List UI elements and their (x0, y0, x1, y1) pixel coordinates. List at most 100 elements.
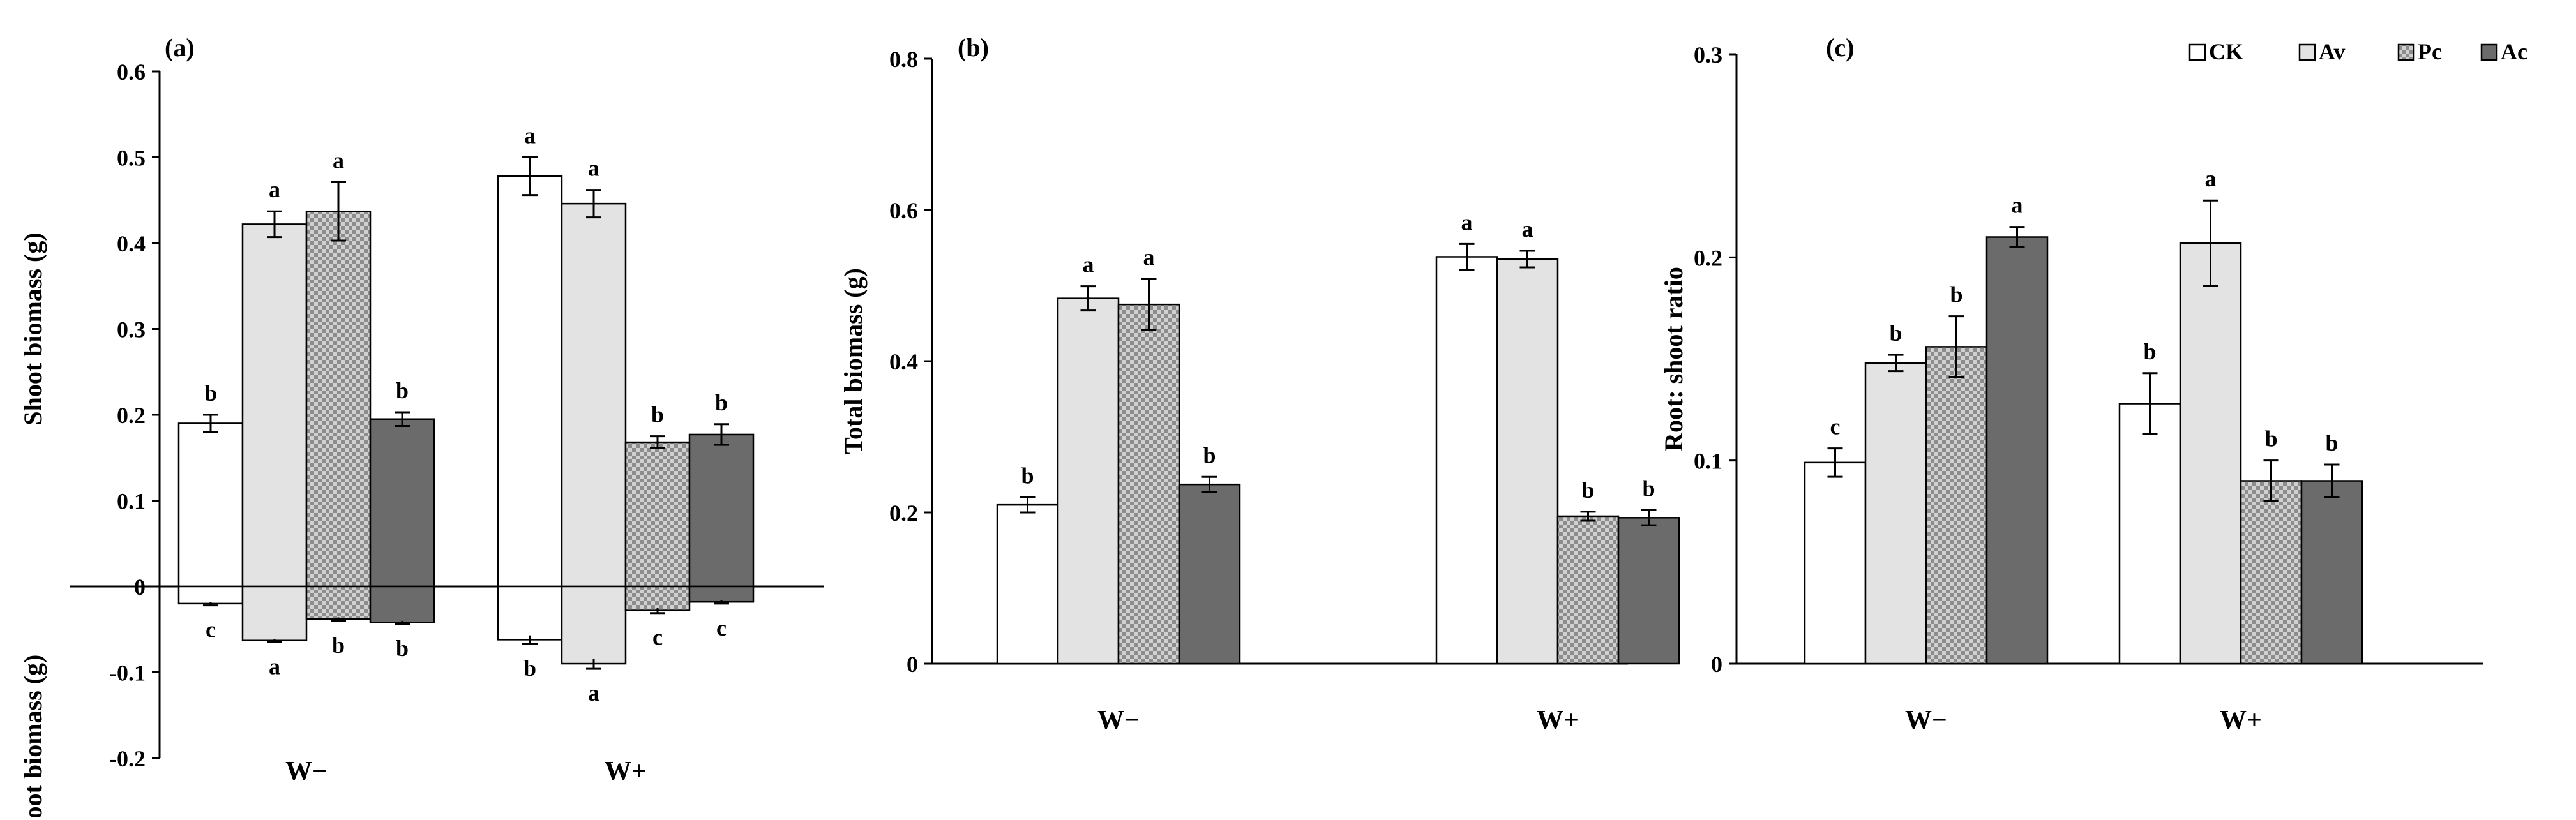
legend-label-Av: Av (2319, 39, 2345, 64)
y-tick-label: 0.2 (889, 500, 918, 526)
root-bar-Av-1 (561, 585, 627, 665)
significance-letter: b (396, 378, 409, 403)
bar-CK-1 (497, 175, 563, 588)
y-tick-label: 0.3 (1694, 42, 1722, 68)
bar-CK-1 (1435, 256, 1498, 665)
significance-letter: b (332, 632, 345, 658)
bar-CK-0 (1804, 461, 1867, 665)
chart-panel-3: 0.3 0.2 0.1 0 Root: shoot ratio (c) c b b a b b a b W−… (1659, 33, 2483, 735)
root-bar-Ac-0 (369, 585, 435, 623)
significance-letter: b (715, 390, 728, 415)
significance-letter: c (1830, 414, 1841, 440)
legend-swatch-CK (2188, 43, 2206, 61)
root-bar-CK-0 (177, 585, 244, 605)
bar-Ac-0 (369, 418, 435, 588)
root-bar-Pc-1 (624, 585, 691, 611)
y-tick-label: 0.6 (117, 59, 146, 85)
significance-letter: b (1642, 475, 1655, 501)
significance-letter: a (1522, 216, 1533, 242)
significance-letter: b (1950, 282, 1962, 308)
category-label: W− (1905, 706, 1947, 735)
legend-swatch-Ac (2480, 43, 2498, 61)
y-tick-label: 0.1 (117, 489, 146, 514)
root-bar-Ac-1 (688, 585, 755, 603)
bar-Av-1 (561, 202, 627, 588)
y-tick-label: 0.8 (889, 47, 918, 72)
y-axis-label: Total biomass (g) (839, 268, 868, 454)
significance-letter: b (2325, 430, 2338, 456)
bar-Av-0 (1864, 362, 1927, 665)
significance-letter: a (1461, 209, 1473, 235)
y-tick-label: 0.2 (117, 403, 146, 428)
chart-panel-1: 0.6 0.5 0.4 0.3 0.2 0.1 0 -0.1 -0.2 Shoot biomass… (19, 33, 824, 820)
y-tick-label: 0 (1711, 652, 1722, 677)
bar-Pc-0 (1925, 346, 1988, 665)
significance-letter: a (269, 177, 280, 202)
significance-letter: a (588, 680, 599, 706)
bar-Av-0 (241, 223, 308, 588)
significance-letter: c (716, 615, 727, 641)
significance-letter: b (651, 402, 664, 428)
bar-Ac-1 (1617, 517, 1680, 665)
bar-Av-1 (2179, 242, 2242, 665)
legend-label-Ac: Ac (2501, 39, 2527, 64)
chart-panel-2: 0.8 0.6 0.4 0.2 0 Total biomass (g) (b) b a a a a b b… (839, 33, 1680, 735)
y-tick-label: 0.5 (117, 145, 146, 171)
significance-letter: b (2143, 339, 2156, 364)
y-tick-label: 0.2 (1694, 245, 1722, 271)
legend-label-Pc: Pc (2418, 39, 2442, 64)
y-tick-label: 0 (907, 652, 918, 677)
significance-letter: a (1083, 252, 1094, 278)
bar-Pc-0 (305, 210, 372, 588)
bar-Pc-0 (1117, 303, 1180, 665)
significance-letter: b (1021, 463, 1034, 488)
bar-Pc-1 (624, 441, 691, 588)
significance-letter: b (396, 636, 409, 661)
bar-Pc-1 (1556, 515, 1620, 665)
y-tick-label: 0.6 (889, 198, 918, 223)
significance-letter: b (1203, 442, 1216, 468)
legend: CK Av Pc Ac (2188, 39, 2527, 64)
significance-letter: a (1143, 244, 1155, 270)
y-axis-label-root: Root biomass (g) (19, 655, 47, 817)
root-bar-Pc-0 (305, 585, 372, 620)
category-label: W− (1097, 706, 1140, 735)
significance-letter: a (588, 156, 599, 181)
y-tick-label: 0 (134, 574, 146, 600)
y-tick-label: 0.3 (117, 317, 146, 343)
bar-Ac-0 (1985, 236, 2049, 665)
y-axis-label-shoot: Shoot biomass (g) (19, 232, 47, 425)
bar-Pc-1 (2240, 480, 2303, 665)
category-label: W+ (2220, 706, 2262, 735)
y-axis-label: Root: shoot ratio (1659, 267, 1688, 451)
bar-Ac-1 (2300, 480, 2363, 665)
significance-letter: a (333, 148, 344, 174)
significance-letter: b (1581, 477, 1594, 503)
y-tick-label: -0.2 (109, 746, 146, 772)
bar-Av-0 (1057, 297, 1120, 665)
bar-Ac-0 (1178, 483, 1241, 665)
bar-Av-1 (1496, 258, 1559, 665)
legend-swatch-Pc (2397, 43, 2415, 61)
significance-letter: a (524, 123, 536, 149)
bar-Ac-1 (688, 433, 755, 588)
significance-letter: a (269, 653, 280, 679)
y-tick-label: -0.1 (109, 660, 146, 686)
significance-letter: b (1889, 320, 1902, 346)
category-label: W+ (1537, 706, 1579, 735)
significance-letter: b (2264, 426, 2277, 452)
root-bar-Av-0 (241, 585, 308, 641)
significance-letter: a (2205, 166, 2217, 191)
bar-CK-1 (2118, 403, 2181, 665)
bar-CK-0 (996, 503, 1059, 665)
significance-letter: b (204, 380, 217, 406)
bar-CK-0 (177, 422, 244, 588)
significance-letter: c (652, 625, 663, 650)
category-label: W− (285, 757, 328, 786)
y-tick-label: 0.1 (1694, 449, 1722, 474)
root-bar-CK-1 (497, 585, 563, 641)
category-label: W+ (605, 757, 647, 786)
y-tick-label: 0.4 (117, 231, 146, 257)
